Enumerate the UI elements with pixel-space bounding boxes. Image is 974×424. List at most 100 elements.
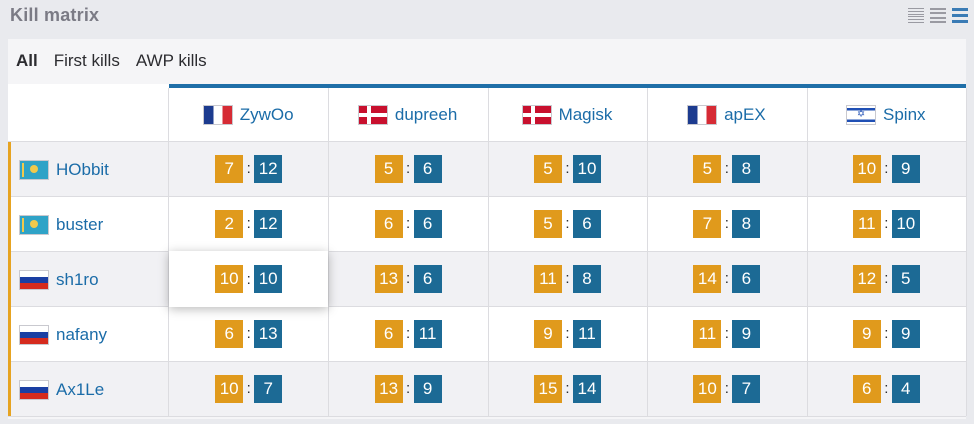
matrix-cell[interactable]: 12:5 (807, 251, 966, 306)
matrix-cell[interactable]: 10:9 (807, 141, 966, 196)
deaths-badge: 6 (413, 264, 442, 293)
matrix-cell[interactable]: 10:7 (647, 361, 806, 416)
matrix-cell[interactable]: 10:10 (169, 251, 329, 307)
score-separator: : (724, 325, 729, 342)
matrix-cell[interactable]: 13:6 (328, 251, 487, 306)
matrix-cell[interactable]: 5:6 (328, 141, 487, 196)
score-separator: : (565, 215, 570, 232)
row-divider (8, 416, 966, 417)
column-divider (168, 88, 169, 416)
deaths-badge: 8 (572, 264, 601, 293)
israel-flag-icon (847, 106, 876, 124)
score-separator: : (724, 270, 729, 287)
deaths-badge: 5 (891, 264, 920, 293)
column-header-player[interactable]: Spinx (807, 88, 966, 142)
row-header-player[interactable]: nafany (20, 307, 107, 362)
row-divider (8, 306, 966, 307)
row-player-name[interactable]: nafany (56, 324, 108, 344)
row-header-player[interactable]: buster (20, 197, 103, 252)
row-divider (8, 251, 966, 252)
tab-first-kills[interactable]: First kills (53, 51, 120, 70)
kills-badge: 12 (852, 264, 881, 293)
kills-badge: 9 (852, 319, 881, 348)
default-view-icon[interactable] (952, 7, 968, 24)
deaths-badge: 9 (732, 319, 761, 348)
matrix-cell[interactable]: 6:11 (328, 306, 487, 361)
kills-badge: 15 (533, 374, 562, 403)
row-player-name[interactable]: Ax1Le (56, 379, 105, 399)
matrix-cell[interactable]: 7:8 (647, 196, 806, 251)
matrix-cell[interactable]: 11:9 (647, 306, 806, 361)
table-accent-bar (169, 84, 966, 88)
column-header-player[interactable]: dupreeh (328, 88, 487, 142)
score-separator: : (246, 325, 251, 342)
score-separator: : (884, 215, 889, 232)
matrix-cell[interactable]: 11:8 (488, 251, 647, 306)
score-separator: : (405, 325, 411, 342)
deaths-badge: 7 (732, 374, 761, 403)
score-separator: : (884, 325, 889, 342)
kills-badge: 7 (215, 154, 244, 183)
deaths-badge: 12 (254, 154, 283, 183)
kills-badge: 11 (852, 209, 881, 238)
deaths-badge: 6 (572, 209, 601, 238)
matrix-cell[interactable]: 6:13 (169, 306, 328, 361)
score-separator: : (724, 215, 729, 232)
score-separator: : (405, 215, 411, 232)
row-divider (8, 141, 966, 142)
score-separator: : (246, 160, 251, 177)
kills-badge: 14 (693, 264, 722, 293)
matrix-cell[interactable]: 6:6 (328, 196, 487, 251)
kill-matrix-panel: All First kills AWP kills ZywOo dupreeh Ma… (8, 39, 967, 419)
kazakhstan-flag-icon (20, 160, 48, 179)
row-accent-bar (8, 142, 11, 416)
list-view-icon[interactable] (930, 7, 946, 24)
score-separator: : (884, 160, 889, 177)
deaths-badge: 6 (732, 264, 761, 293)
column-player-name[interactable]: Spinx (883, 105, 926, 124)
russia-flag-icon (20, 325, 48, 344)
matrix-cell[interactable]: 5:6 (488, 196, 647, 251)
score-separator: : (405, 380, 411, 397)
column-header-player[interactable]: Magisk (488, 88, 647, 142)
deaths-badge: 6 (413, 209, 442, 238)
score-separator: : (405, 160, 411, 177)
row-player-name[interactable]: buster (56, 214, 104, 234)
score-separator: : (565, 270, 570, 287)
matrix-cell[interactable]: 2:12 (169, 196, 328, 251)
page-title: Kill matrix (10, 5, 100, 25)
column-player-name[interactable]: apEX (724, 105, 766, 124)
matrix-cell[interactable]: 9:11 (488, 306, 647, 361)
kills-badge: 9 (533, 319, 562, 348)
score-separator: : (246, 270, 251, 288)
row-player-name[interactable]: sh1ro (56, 269, 99, 289)
matrix-cell[interactable]: 11:10 (807, 196, 966, 251)
kills-badge: 5 (533, 209, 562, 238)
column-header-player[interactable]: apEX (647, 88, 806, 142)
matrix-cell[interactable]: 7:12 (169, 141, 328, 196)
tab-all[interactable]: All (16, 51, 38, 70)
deaths-badge: 10 (254, 265, 283, 293)
column-player-name[interactable]: dupreeh (394, 105, 458, 124)
tab-awp-kills[interactable]: AWP kills (135, 51, 207, 70)
row-header-player[interactable]: sh1ro (20, 252, 99, 307)
matrix-cell[interactable]: 9:9 (807, 306, 966, 361)
compact-view-icon[interactable] (908, 7, 924, 24)
russia-flag-icon (20, 270, 48, 289)
row-header-player[interactable]: Ax1Le (20, 362, 104, 417)
matrix-cell[interactable]: 5:8 (647, 141, 806, 196)
matrix-cell[interactable]: 13:9 (328, 361, 487, 416)
kill-matrix-table: ZywOodupreehMagiskapEXSpinxHObbit7:125:6… (8, 84, 967, 417)
matrix-cell[interactable]: 14:6 (647, 251, 806, 306)
row-header-player[interactable]: HObbit (20, 142, 109, 197)
row-player-name[interactable]: HObbit (56, 159, 109, 179)
column-player-name[interactable]: Magisk (558, 105, 613, 124)
matrix-cell[interactable]: 6:4 (807, 361, 966, 416)
matrix-cell[interactable]: 10:7 (169, 361, 328, 416)
matrix-cell[interactable]: 15:14 (488, 361, 647, 416)
deaths-badge: 9 (891, 319, 920, 348)
matrix-cell[interactable]: 5:10 (488, 141, 647, 196)
column-player-name[interactable]: ZywOo (239, 105, 294, 124)
kills-badge: 10 (693, 374, 722, 403)
column-header-player[interactable]: ZywOo (169, 88, 328, 142)
